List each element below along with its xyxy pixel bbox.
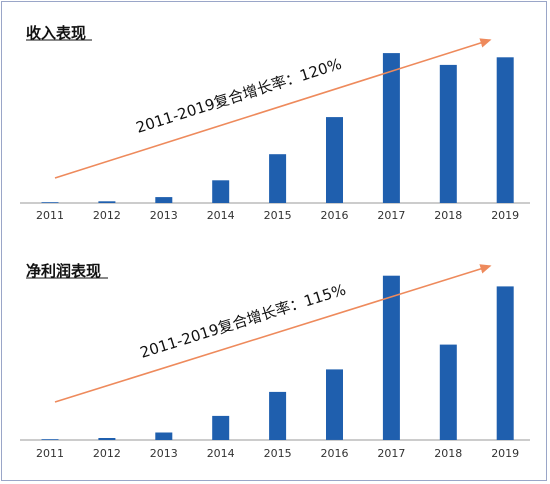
net-profit-tick-label-2014: 2014 bbox=[207, 447, 235, 460]
revenue-bar-2018 bbox=[439, 64, 457, 204]
net-profit-cagr-annotation: 2011-2019复合增长率：115% bbox=[138, 280, 348, 361]
net-profit-bar-2016 bbox=[326, 369, 343, 440]
revenue-trend-arrow bbox=[54, 38, 492, 179]
net-profit-bar-2015 bbox=[269, 391, 287, 440]
revenue-bar-2014 bbox=[212, 180, 230, 203]
net-profit-tick-label-2015: 2015 bbox=[264, 447, 292, 460]
revenue-bar-2012 bbox=[98, 201, 116, 203]
net-profit-tick-label-2012: 2012 bbox=[93, 447, 121, 460]
revenue-chart-title: 收入表现 bbox=[26, 24, 86, 42]
net-profit-tick-label-2018: 2018 bbox=[434, 447, 462, 460]
revenue-panel: 收入表现 2011 2012 2013 2014 2015 2016 2017 2018 201… bbox=[20, 24, 530, 222]
revenue-tick-label-2013: 2013 bbox=[150, 209, 178, 222]
revenue-tick-label-2012: 2012 bbox=[93, 209, 121, 222]
net-profit-bar-2014 bbox=[212, 415, 230, 440]
net-profit-tick-label-2013: 2013 bbox=[150, 447, 178, 460]
net-profit-chart-title: 净利润表现 bbox=[26, 262, 101, 280]
revenue-tick-label-2011: 2011 bbox=[36, 209, 64, 222]
net-profit-bar-2013 bbox=[155, 432, 173, 440]
revenue-bar-2013 bbox=[155, 197, 173, 203]
net-profit-bar-2019 bbox=[496, 286, 514, 440]
net-profit-bar-2012 bbox=[98, 438, 116, 440]
net-profit-bars bbox=[41, 275, 514, 440]
net-profit-tick-label-2017: 2017 bbox=[377, 447, 405, 460]
revenue-tick-label-2018: 2018 bbox=[434, 209, 462, 222]
net-profit-tick-label-2019: 2019 bbox=[491, 447, 519, 460]
revenue-bar-2015 bbox=[269, 154, 287, 203]
revenue-x-ticks: 2011 2012 2013 2014 2015 2016 2017 2018 2019 bbox=[36, 209, 519, 222]
revenue-tick-label-2017: 2017 bbox=[377, 209, 405, 222]
revenue-tick-label-2014: 2014 bbox=[207, 209, 235, 222]
net-profit-tick-label-2016: 2016 bbox=[321, 447, 349, 460]
revenue-bar-2011 bbox=[41, 202, 59, 203]
revenue-bars bbox=[41, 53, 514, 204]
net-profit-tick-label-2011: 2011 bbox=[36, 447, 64, 460]
revenue-bar-2016 bbox=[326, 117, 343, 203]
net-profit-x-ticks: 2011 2012 2013 2014 2015 2016 2017 2018 2019 bbox=[36, 447, 519, 460]
net-profit-panel: 净利润表现 2011 2012 2013 2014 2015 2016 2017 2018 20… bbox=[20, 262, 530, 460]
revenue-tick-label-2016: 2016 bbox=[321, 209, 349, 222]
revenue-tick-label-2019: 2019 bbox=[491, 209, 519, 222]
revenue-tick-label-2015: 2015 bbox=[264, 209, 292, 222]
net-profit-bar-2018 bbox=[439, 344, 457, 440]
net-profit-bar-2017 bbox=[382, 275, 400, 440]
net-profit-trend-arrow bbox=[54, 264, 492, 403]
revenue-bar-2017 bbox=[382, 53, 400, 203]
revenue-bar-2019 bbox=[496, 57, 514, 203]
net-profit-bar-2011 bbox=[41, 439, 59, 440]
